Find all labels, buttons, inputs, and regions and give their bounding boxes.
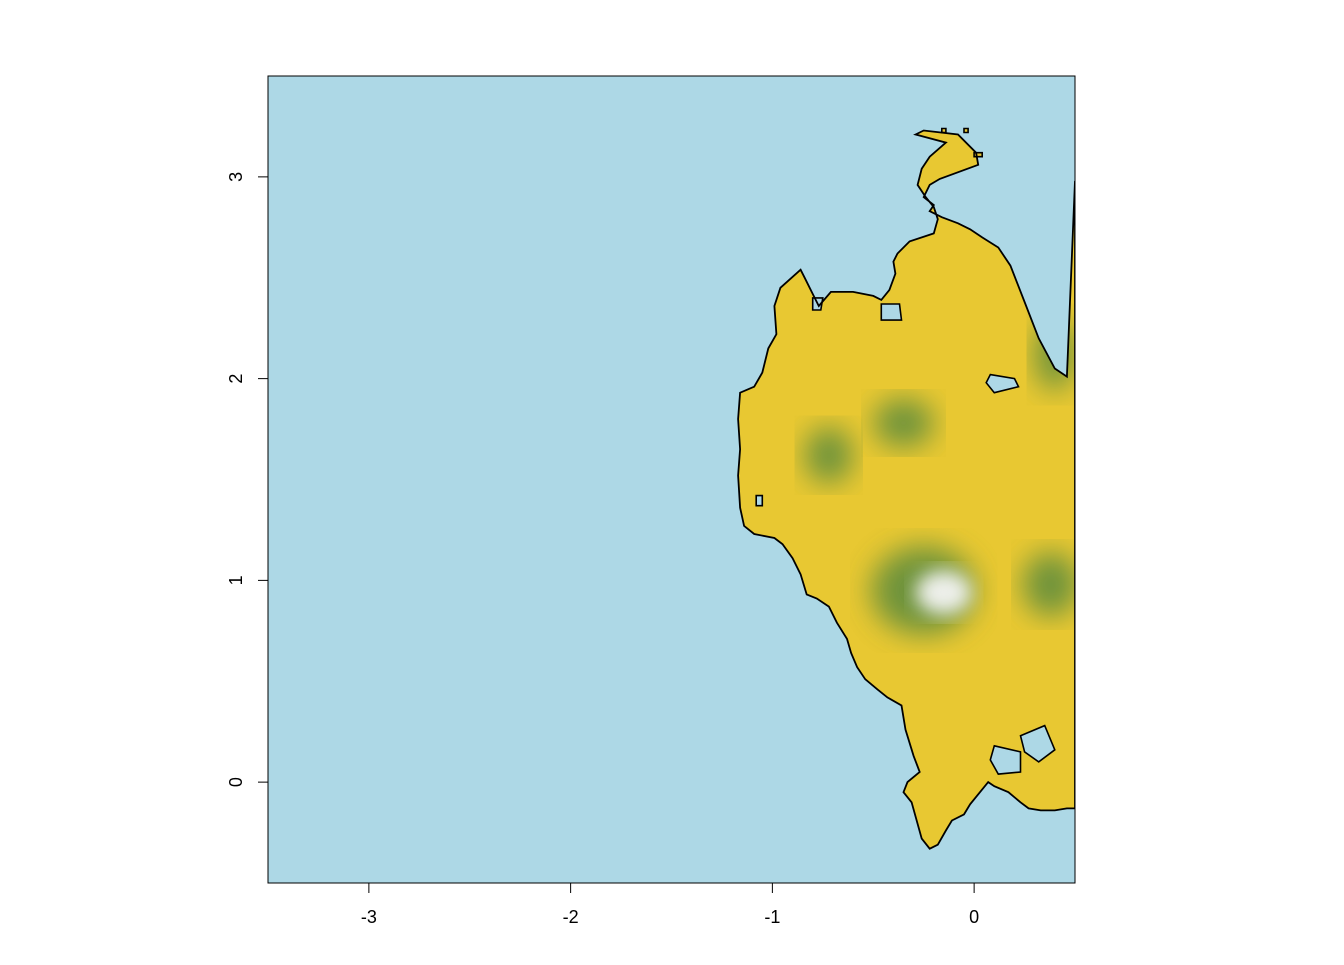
panel-frame: [267, 75, 1076, 884]
x-axis: -3 -2 -1 0: [361, 883, 979, 927]
x-tick-label: 0: [969, 907, 979, 927]
x-tick-label: -1: [764, 907, 780, 927]
peak-5: [915, 570, 973, 615]
islet-1: [963, 127, 969, 134]
land-lowland: [738, 130, 1075, 849]
map-clip-group: [268, 76, 1075, 883]
y-axis: 0 1 2 3: [226, 172, 268, 787]
y-tick-label: 1: [226, 575, 246, 585]
y-tick-label: 3: [226, 172, 246, 182]
lake-2: [989, 744, 1022, 775]
lake-1: [1019, 724, 1056, 763]
x-tick-label: -2: [563, 907, 579, 927]
lake-3: [880, 303, 903, 321]
y-tick-label: 0: [226, 777, 246, 787]
highland-3: [1022, 552, 1075, 617]
y-tick-label: 2: [226, 374, 246, 384]
x-tick-label: -3: [361, 907, 377, 927]
lake-5: [755, 494, 764, 507]
map-panel: [267, 75, 1076, 884]
highland-0: [804, 427, 854, 484]
highland-1: [873, 398, 934, 448]
lake-0: [985, 373, 1020, 394]
coastline: [737, 129, 1075, 850]
